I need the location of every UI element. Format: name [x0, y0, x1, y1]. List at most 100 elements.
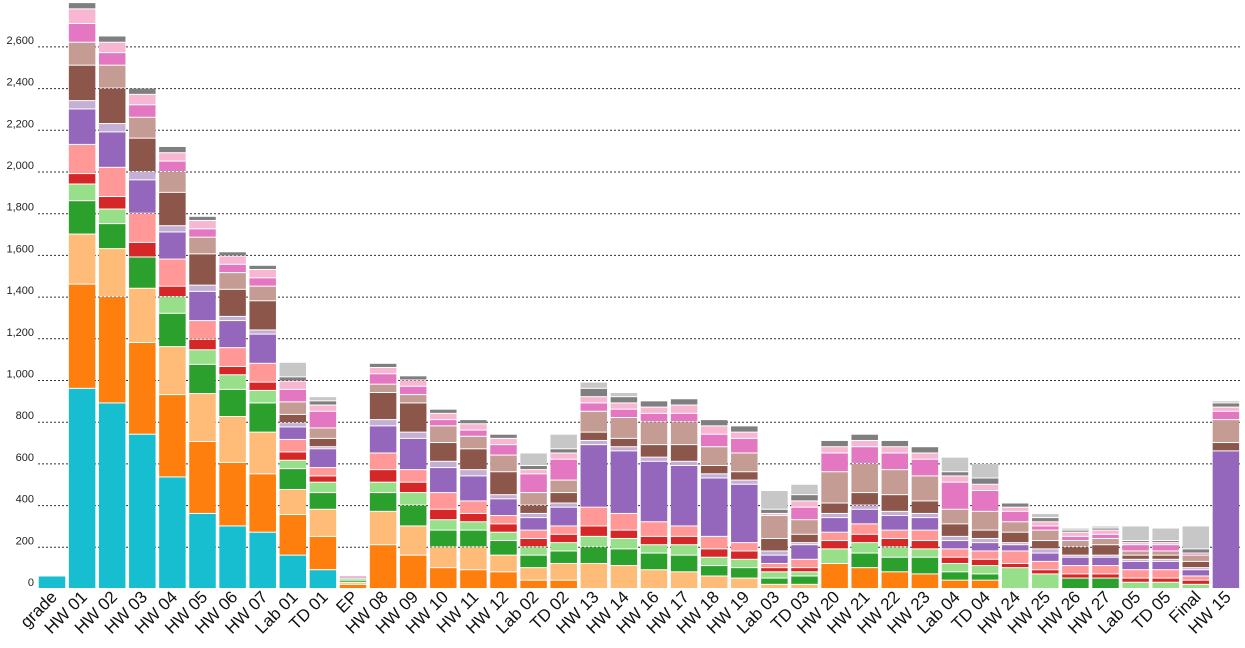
bar-stack	[971, 463, 999, 588]
bar-segment	[791, 559, 818, 568]
bar-segment	[129, 172, 156, 180]
bar-stack	[460, 420, 487, 588]
bar-segment	[520, 530, 547, 538]
bar-segment	[1062, 566, 1089, 574]
bar-segment	[520, 470, 547, 474]
bar-segment	[881, 572, 909, 588]
bar-segment	[610, 447, 638, 451]
bar-segment	[731, 578, 758, 588]
bar-stack	[159, 146, 186, 588]
bar-segment	[761, 572, 788, 578]
bar-segment	[219, 264, 246, 273]
bar-segment	[219, 321, 246, 348]
bar-stack	[700, 420, 728, 588]
bar-segment	[249, 390, 276, 403]
bar-segment	[1001, 503, 1029, 507]
bar-segment	[791, 543, 818, 545]
bar-stack	[339, 576, 367, 588]
bar-stack	[731, 426, 758, 588]
bar-segment	[700, 426, 728, 434]
bar-segment	[159, 477, 186, 588]
bar-segment	[249, 265, 276, 269]
bar-segment	[761, 578, 788, 584]
bar-segment	[309, 570, 337, 588]
bar-segment	[249, 363, 276, 382]
bar-segment	[1212, 401, 1240, 403]
bar-segment	[129, 242, 156, 257]
bar-segment	[98, 167, 126, 197]
bar-segment	[339, 584, 367, 588]
bar-segment	[1092, 530, 1119, 534]
bar-segment	[731, 551, 758, 559]
bar-segment	[490, 555, 517, 572]
bar-segment	[1092, 528, 1119, 530]
bar-segment	[580, 445, 608, 507]
bar-segment	[460, 513, 487, 522]
bar-segment	[941, 472, 969, 476]
bar-segment	[98, 249, 126, 297]
bar-segment	[490, 472, 517, 495]
bar-segment	[490, 532, 517, 541]
bar-segment	[189, 513, 216, 588]
bar-segment	[580, 547, 608, 563]
bar-segment	[640, 422, 668, 445]
bar-segment	[1092, 557, 1119, 566]
bar-segment	[1122, 559, 1149, 561]
bar-segment	[700, 478, 728, 536]
bar-segment	[610, 393, 638, 397]
bar-segment	[821, 532, 848, 541]
bar-segment	[580, 536, 608, 547]
bar-segment	[129, 180, 156, 213]
bar-segment	[580, 526, 608, 536]
bar-segment	[1092, 526, 1119, 528]
bar-segment	[640, 553, 668, 570]
bar-segment	[580, 563, 608, 588]
bar-segment	[550, 493, 577, 503]
bar-segment	[490, 541, 517, 555]
bar-segment	[490, 434, 517, 438]
bar-segment	[971, 559, 999, 566]
bar-segment	[159, 172, 186, 192]
bar-segment	[460, 522, 487, 530]
bar-segment	[731, 559, 758, 568]
bar-segment	[700, 536, 728, 549]
bar-segment	[129, 288, 156, 342]
bar-segment	[1182, 561, 1210, 568]
bar-segment	[1001, 545, 1029, 551]
bar-segment	[640, 445, 668, 457]
bar-stack	[98, 36, 126, 588]
bar-segment	[700, 557, 728, 566]
bar-segment	[279, 402, 307, 414]
y-tick-label: 1,000	[6, 369, 34, 381]
bar-segment	[1182, 580, 1210, 584]
bar-segment	[430, 443, 457, 461]
bar-segment	[821, 549, 848, 563]
bar-segment	[851, 463, 878, 493]
bar-segment	[1092, 545, 1119, 555]
bar-segment	[129, 88, 156, 94]
bar-segment	[159, 161, 186, 171]
bar-segment	[971, 566, 999, 574]
bar-segment	[941, 563, 969, 572]
y-tick-label: 1,400	[6, 285, 34, 297]
bar-stack	[1062, 528, 1089, 588]
bar-segment	[460, 570, 487, 588]
bar-segment	[971, 551, 999, 559]
bar-segment	[1152, 541, 1179, 543]
y-tick-label: 2,000	[6, 160, 34, 172]
bar-segment	[430, 409, 457, 413]
bar-segment	[761, 538, 788, 551]
bar-stack	[219, 252, 246, 588]
bar-segment	[941, 524, 969, 536]
bar-segment	[129, 117, 156, 138]
bar-segment	[68, 174, 96, 184]
bar-segment	[189, 364, 216, 394]
bar-segment	[520, 465, 547, 470]
bar-stack	[520, 453, 547, 588]
bar-segment	[791, 568, 818, 572]
bar-segment	[520, 568, 547, 580]
bar-segment	[98, 297, 126, 403]
bar-stack	[881, 440, 909, 588]
bar-segment	[941, 457, 969, 472]
